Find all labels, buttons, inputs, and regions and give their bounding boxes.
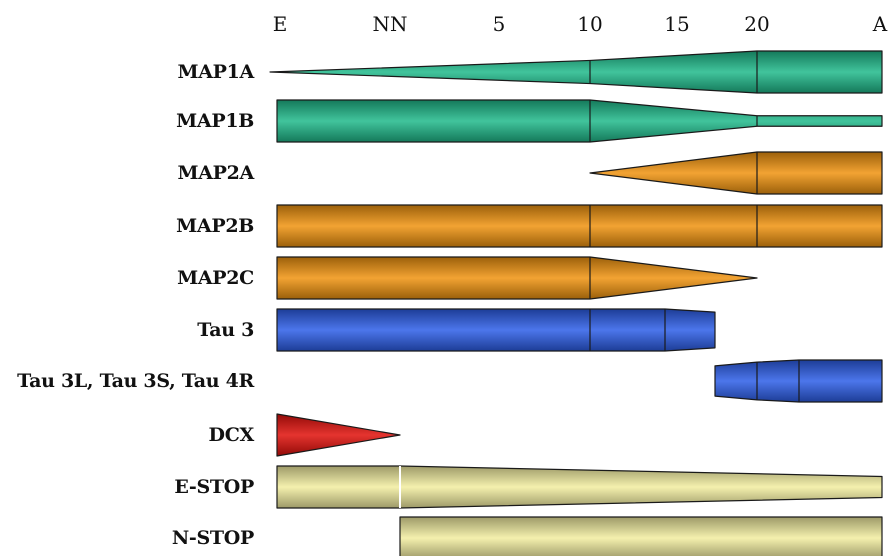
row-label-e-stop: E-STOP (174, 476, 254, 498)
row-label-map1a: MAP1A (177, 61, 254, 83)
axis-tick-5: 5 (492, 12, 506, 36)
bar-e-stop (276, 465, 883, 509)
bar-n-stop (399, 516, 883, 556)
axis-tick-15: 15 (664, 12, 690, 36)
row-label-map2b: MAP2B (176, 215, 254, 237)
bar-map1a (269, 50, 883, 94)
bar-map1b (276, 99, 883, 143)
bar-map2c (276, 256, 758, 300)
axis-tick-10: 10 (577, 12, 603, 36)
axis-tick-20: 20 (744, 12, 770, 36)
row-label-map2c: MAP2C (177, 267, 254, 289)
axis-tick-a: A (872, 12, 888, 36)
bar-dcx (276, 413, 401, 457)
row-label-dcx: DCX (208, 424, 255, 446)
axis-tick-nn: NN (372, 12, 408, 36)
row-label-tau-3l-tau-3s-tau-4r: Tau 3L, Tau 3S, Tau 4R (17, 370, 254, 392)
bar-map2a (589, 151, 883, 195)
row-label-map1b: MAP1B (176, 110, 254, 132)
bar-map2b (276, 204, 883, 248)
bar-tau-3 (276, 308, 716, 352)
row-label-tau-3: Tau 3 (197, 319, 254, 341)
row-label-n-stop: N-STOP (171, 527, 254, 549)
row-label-map2a: MAP2A (177, 162, 254, 184)
axis-tick-e: E (272, 12, 288, 36)
